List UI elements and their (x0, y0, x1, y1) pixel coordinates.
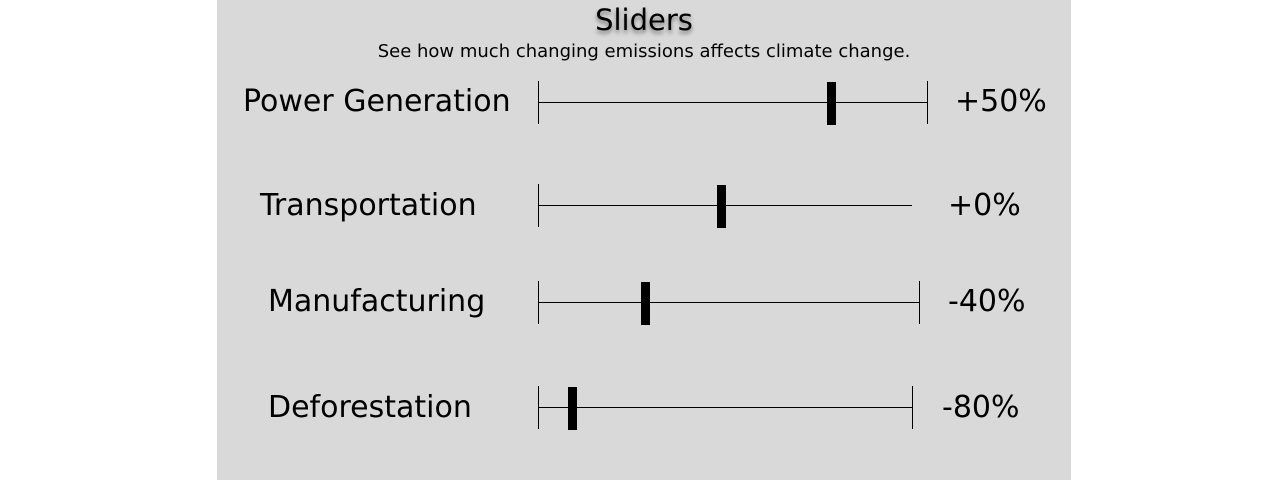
slider-track-end-tick (919, 281, 920, 324)
slider-value-transportation: +0% (948, 188, 1021, 223)
slider-track-end-tick (927, 81, 928, 124)
slider-track (538, 407, 913, 408)
slider-handle-transportation[interactable] (717, 185, 727, 228)
slider-label-manufacturing: Manufacturing (268, 284, 486, 319)
slider-handle-manufacturing[interactable] (640, 282, 650, 325)
slider-track (538, 302, 920, 303)
slider-label-power-generation: Power Generation (243, 84, 511, 119)
page-subtitle: See how much changing emissions affects … (377, 41, 911, 62)
slider-value-manufacturing: -40% (948, 284, 1026, 319)
slider-transportation[interactable] (538, 184, 912, 228)
slider-label-deforestation: Deforestation (268, 390, 472, 425)
slider-handle-deforestation[interactable] (567, 387, 577, 430)
slider-deforestation[interactable] (538, 386, 913, 430)
slider-manufacturing[interactable] (538, 281, 920, 325)
slider-power-generation[interactable] (538, 81, 928, 125)
page-title: Sliders (595, 3, 693, 37)
slider-track-end-tick (912, 386, 913, 429)
slider-handle-power-generation[interactable] (826, 82, 836, 125)
sliders-panel: Sliders See how much changing emissions … (217, 0, 1071, 480)
slider-value-deforestation: -80% (942, 390, 1020, 425)
slider-label-transportation: Transportation (260, 188, 477, 223)
slider-track (538, 102, 928, 103)
slider-value-power-generation: +50% (955, 84, 1047, 119)
